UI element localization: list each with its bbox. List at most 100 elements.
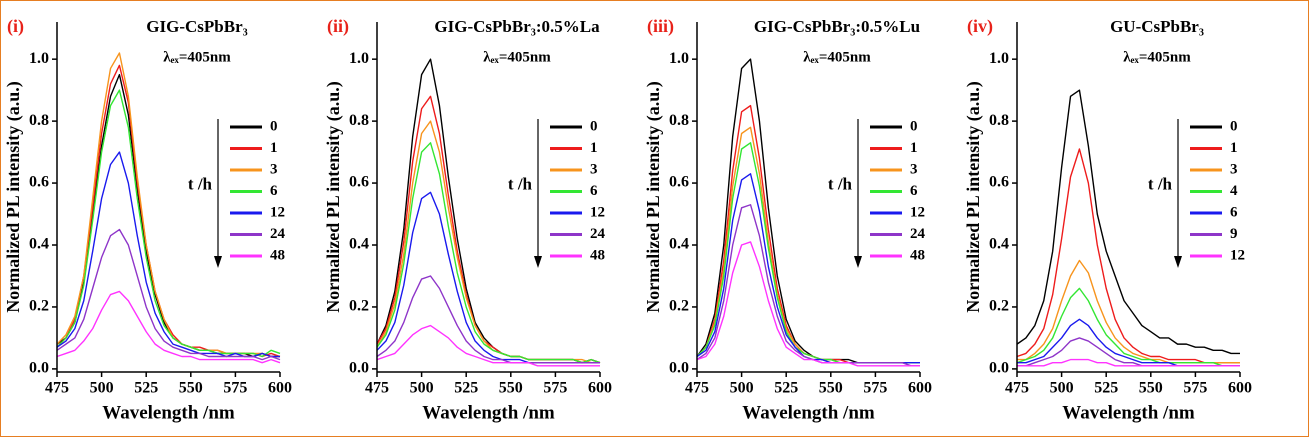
y-tick-label: 1.0 — [29, 50, 49, 67]
legend-label: 1 — [910, 140, 918, 156]
x-tick-label: 525 — [1094, 380, 1118, 397]
panel-label: (ii) — [327, 16, 349, 37]
x-tick-label: 575 — [863, 380, 887, 397]
spectrum-line — [56, 228, 281, 361]
spectrum-line — [376, 142, 601, 364]
y-tick-label: 0.8 — [29, 112, 49, 129]
y-tick-label: 0.0 — [989, 360, 1009, 377]
y-tick-label: 0.0 — [349, 360, 369, 377]
y-tick-label: 1.0 — [989, 50, 1009, 67]
y-tick-label: 0.0 — [29, 360, 49, 377]
legend-label: 6 — [910, 183, 918, 199]
chart-title: GIG-CsPbBr₃ — [146, 17, 247, 36]
spectrum-line — [376, 324, 600, 367]
panel: 0.0 0.2 0.4 0.6 0.8 1.0 475 500 525 550 575 600 Wave… — [643, 16, 932, 423]
legend-label: 0 — [910, 118, 918, 134]
legend-label: 3 — [1230, 161, 1238, 177]
legend-label: 48 — [590, 247, 605, 263]
panel: 0.0 0.2 0.4 0.6 0.8 1.0 475 500 525 550 575 600 Wave… — [323, 16, 612, 423]
legend-label: 24 — [590, 226, 606, 242]
legend-label: 12 — [270, 204, 285, 220]
y-tick-label: 0.6 — [669, 174, 689, 191]
x-tick-label: 550 — [499, 380, 523, 397]
x-tick-label: 575 — [543, 380, 567, 397]
y-tick-label: 0.6 — [989, 174, 1009, 191]
x-tick-label: 475 — [365, 380, 389, 397]
panel-label: (iii) — [647, 16, 674, 37]
x-tick-label: 550 — [819, 380, 843, 397]
y-axis-label: Normalized PL intensity (a.u.) — [643, 81, 664, 313]
legend-label: 6 — [270, 183, 278, 199]
legend-label: 12 — [590, 204, 605, 220]
panel: 0.0 0.2 0.4 0.6 0.8 1.0 475 500 525 550 575 600 Wave… — [963, 16, 1252, 423]
legend-label: 1 — [590, 140, 598, 156]
y-tick-label: 0.8 — [989, 112, 1009, 129]
x-tick-label: 525 — [774, 380, 798, 397]
legend-label: 3 — [590, 161, 598, 177]
legend-label: 0 — [1230, 118, 1238, 134]
x-tick-label: 500 — [410, 380, 434, 397]
y-tick-label: 1.0 — [669, 50, 689, 67]
subtitle: λₑₓ=405nm — [163, 49, 231, 65]
x-tick-label: 475 — [685, 380, 709, 397]
panel: 0.0 0.2 0.4 0.6 0.8 1.0 475 500 525 550 575 600 Wave… — [3, 16, 292, 423]
x-tick-label: 500 — [730, 380, 754, 397]
y-tick-label: 0.4 — [349, 236, 369, 253]
legend-arrowhead — [1174, 256, 1182, 268]
legend-label: 24 — [910, 226, 926, 242]
spectrum-line — [696, 204, 920, 367]
legend-label: 6 — [1230, 204, 1238, 220]
x-tick-label: 550 — [1139, 380, 1163, 397]
legend-arrowhead — [214, 256, 222, 268]
x-tick-label: 475 — [45, 380, 69, 397]
x-tick-label: 525 — [134, 380, 158, 397]
y-axis-label: Normalized PL intensity (a.u.) — [3, 81, 24, 313]
chart-title: GU-CsPbBr₃ — [1110, 17, 1204, 36]
y-tick-label: 0.2 — [669, 298, 689, 315]
y-tick-label: 0.8 — [349, 112, 369, 129]
chart-title: GIG-CsPbBr₃:0.5%La — [434, 17, 600, 36]
x-tick-label: 600 — [908, 380, 932, 397]
legend-label: 48 — [270, 247, 285, 263]
x-tick-label: 600 — [588, 380, 612, 397]
x-tick-label: 600 — [268, 380, 292, 397]
spectrum-line — [376, 275, 600, 364]
y-tick-label: 0.4 — [669, 236, 689, 253]
legend-arrowhead — [854, 256, 862, 268]
legend-label: 12 — [910, 204, 925, 220]
y-tick-label: 0.6 — [29, 174, 49, 191]
legend-label: 12 — [1230, 247, 1245, 263]
x-axis-label: Wavelength /nm — [1062, 402, 1195, 423]
legend-label: 0 — [270, 118, 278, 134]
y-tick-label: 0.2 — [349, 298, 369, 315]
legend-label: 3 — [910, 161, 918, 177]
legend-annotation: t /h — [828, 174, 853, 193]
legend-label: 24 — [270, 226, 286, 242]
panel-label: (i) — [7, 16, 24, 37]
legend-label: 9 — [1230, 226, 1238, 242]
legend-annotation: t /h — [1148, 174, 1173, 193]
spectrum-line — [696, 241, 920, 367]
x-tick-label: 475 — [1005, 380, 1029, 397]
x-tick-label: 500 — [90, 380, 114, 397]
y-axis-label: Normalized PL intensity (a.u.) — [323, 81, 344, 313]
spectrum-line — [1016, 287, 1240, 367]
subtitle: λₑₓ=405nm — [1123, 49, 1191, 65]
x-tick-label: 500 — [1050, 380, 1074, 397]
y-tick-label: 0.4 — [29, 236, 49, 253]
spectrum-line — [56, 89, 281, 358]
legend-arrowhead — [534, 256, 542, 268]
legend-label: 1 — [270, 140, 278, 156]
y-tick-label: 1.0 — [349, 50, 369, 67]
x-tick-label: 575 — [1183, 380, 1207, 397]
x-tick-label: 525 — [454, 380, 478, 397]
x-axis-label: Wavelength /nm — [422, 402, 555, 423]
spectrum-line — [1017, 358, 1240, 367]
y-tick-label: 0.6 — [349, 174, 369, 191]
spectrum-line — [1016, 89, 1240, 355]
legend-label: 0 — [590, 118, 598, 134]
x-axis-label: Wavelength /nm — [742, 402, 875, 423]
y-tick-label: 0.2 — [29, 298, 49, 315]
y-tick-label: 0.8 — [669, 112, 689, 129]
